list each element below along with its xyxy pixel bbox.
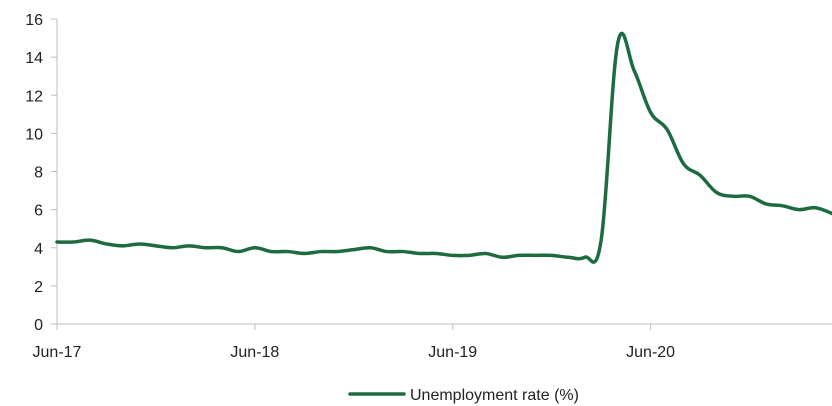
x-axis-ticks: Jun-17 Jun-18 Jun-19 Jun-20 [33,324,675,361]
y-tick-label: 8 [34,165,43,182]
y-tick-label: 10 [25,126,43,143]
y-tick-label: 16 [25,12,43,29]
x-tick-label: Jun-18 [230,344,279,361]
legend-label: Unemployment rate (%) [410,387,579,404]
x-tick-label: Jun-17 [33,344,82,361]
x-tick-label: Jun-19 [428,344,477,361]
y-tick-label: 4 [34,241,43,258]
y-tick-label: 0 [34,317,43,334]
x-tick-label: Jun-20 [626,344,675,361]
y-tick-label: 12 [25,88,43,105]
legend: Unemployment rate (%) [348,387,579,404]
y-tick-label: 14 [25,50,43,67]
y-tick-label: 6 [34,203,43,220]
y-tick-label: 2 [34,279,43,296]
series-line-unemployment-rate [55,31,832,264]
y-axis-ticks: 0 2 4 6 8 10 12 14 16 [25,12,57,334]
